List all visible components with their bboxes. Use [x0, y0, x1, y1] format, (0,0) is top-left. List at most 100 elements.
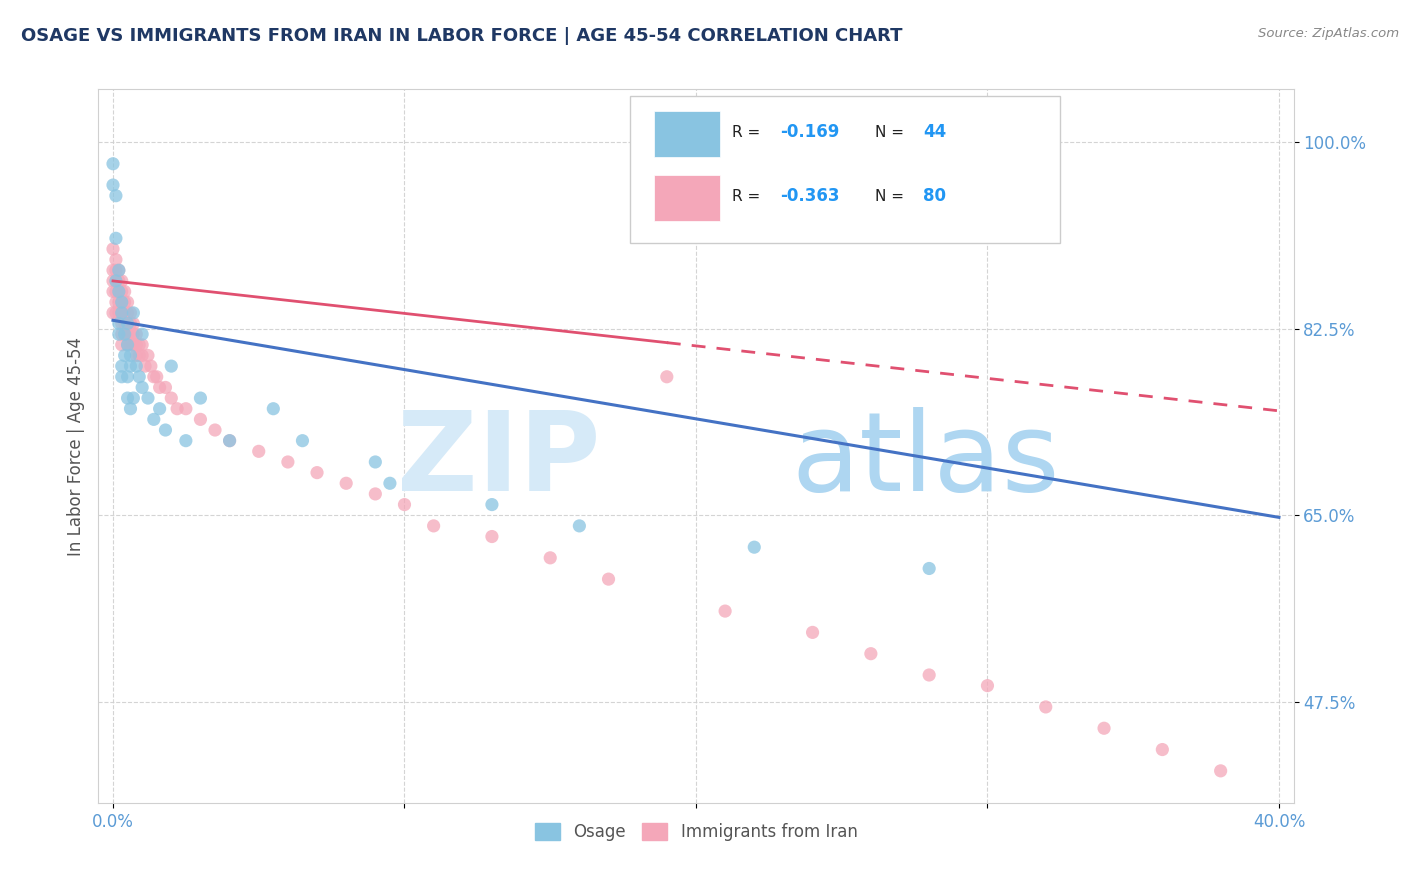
- Point: [101, 285, 124, 299]
- Point: [114, 349, 136, 363]
- Point: [142, 412, 165, 426]
- Point: [111, 359, 134, 373]
- Point: [149, 380, 172, 394]
- Text: N =: N =: [876, 125, 910, 139]
- Point: [139, 359, 162, 373]
- Point: [128, 369, 150, 384]
- Point: [918, 561, 941, 575]
- Point: [122, 306, 145, 320]
- Text: R =: R =: [733, 125, 765, 139]
- Point: [1152, 742, 1174, 756]
- Point: [122, 391, 145, 405]
- Point: [378, 476, 401, 491]
- Point: [149, 401, 172, 416]
- Point: [859, 647, 882, 661]
- Point: [120, 317, 142, 331]
- Point: [976, 679, 998, 693]
- Text: Source: ZipAtlas.com: Source: ZipAtlas.com: [1258, 27, 1399, 40]
- FancyBboxPatch shape: [630, 96, 1060, 243]
- Point: [918, 668, 941, 682]
- Point: [122, 317, 145, 331]
- Point: [104, 295, 127, 310]
- Point: [111, 295, 134, 310]
- Point: [104, 231, 127, 245]
- Point: [145, 369, 167, 384]
- Text: -0.169: -0.169: [780, 123, 839, 141]
- Point: [204, 423, 226, 437]
- Point: [117, 317, 139, 331]
- Point: [108, 306, 131, 320]
- Point: [108, 263, 131, 277]
- Point: [714, 604, 737, 618]
- Point: [111, 306, 134, 320]
- Point: [108, 263, 131, 277]
- Point: [131, 338, 153, 352]
- Point: [117, 317, 139, 331]
- Point: [108, 285, 131, 299]
- Point: [598, 572, 620, 586]
- Point: [117, 306, 139, 320]
- Point: [742, 540, 765, 554]
- Point: [101, 242, 124, 256]
- Text: -0.363: -0.363: [780, 187, 839, 205]
- Point: [117, 338, 139, 352]
- Point: [101, 274, 124, 288]
- Point: [104, 285, 127, 299]
- Point: [104, 263, 127, 277]
- Point: [108, 285, 131, 299]
- Point: [364, 487, 387, 501]
- Point: [142, 369, 165, 384]
- Point: [125, 327, 148, 342]
- Point: [101, 263, 124, 277]
- Point: [568, 519, 591, 533]
- Point: [155, 380, 177, 394]
- Point: [1092, 721, 1115, 735]
- Point: [122, 338, 145, 352]
- Point: [218, 434, 240, 448]
- Point: [111, 285, 134, 299]
- Point: [114, 317, 136, 331]
- Point: [394, 498, 416, 512]
- Text: 80: 80: [922, 187, 946, 205]
- Point: [174, 401, 197, 416]
- Point: [422, 519, 444, 533]
- Point: [481, 529, 503, 543]
- Point: [364, 455, 387, 469]
- Point: [190, 412, 212, 426]
- Point: [134, 359, 156, 373]
- Point: [117, 295, 139, 310]
- Text: R =: R =: [733, 189, 765, 203]
- Legend: Osage, Immigrants from Iran: Osage, Immigrants from Iran: [527, 816, 865, 848]
- Point: [111, 327, 134, 342]
- Point: [108, 295, 131, 310]
- Point: [1209, 764, 1232, 778]
- Point: [104, 274, 127, 288]
- Point: [108, 274, 131, 288]
- Point: [305, 466, 328, 480]
- Point: [131, 380, 153, 394]
- FancyBboxPatch shape: [654, 111, 720, 157]
- Point: [117, 391, 139, 405]
- Text: ZIP: ZIP: [396, 407, 600, 514]
- Point: [111, 317, 134, 331]
- FancyBboxPatch shape: [654, 175, 720, 221]
- Point: [101, 157, 124, 171]
- Point: [120, 306, 142, 320]
- Point: [111, 306, 134, 320]
- Point: [1035, 700, 1057, 714]
- Point: [120, 349, 142, 363]
- Point: [120, 359, 142, 373]
- Point: [111, 295, 134, 310]
- Point: [114, 295, 136, 310]
- Point: [128, 338, 150, 352]
- Text: OSAGE VS IMMIGRANTS FROM IRAN IN LABOR FORCE | AGE 45-54 CORRELATION CHART: OSAGE VS IMMIGRANTS FROM IRAN IN LABOR F…: [21, 27, 903, 45]
- Point: [291, 434, 314, 448]
- Point: [262, 401, 284, 416]
- Point: [131, 349, 153, 363]
- Point: [104, 188, 127, 202]
- Point: [101, 178, 124, 192]
- Point: [114, 327, 136, 342]
- Point: [120, 338, 142, 352]
- Point: [111, 274, 134, 288]
- Point: [190, 391, 212, 405]
